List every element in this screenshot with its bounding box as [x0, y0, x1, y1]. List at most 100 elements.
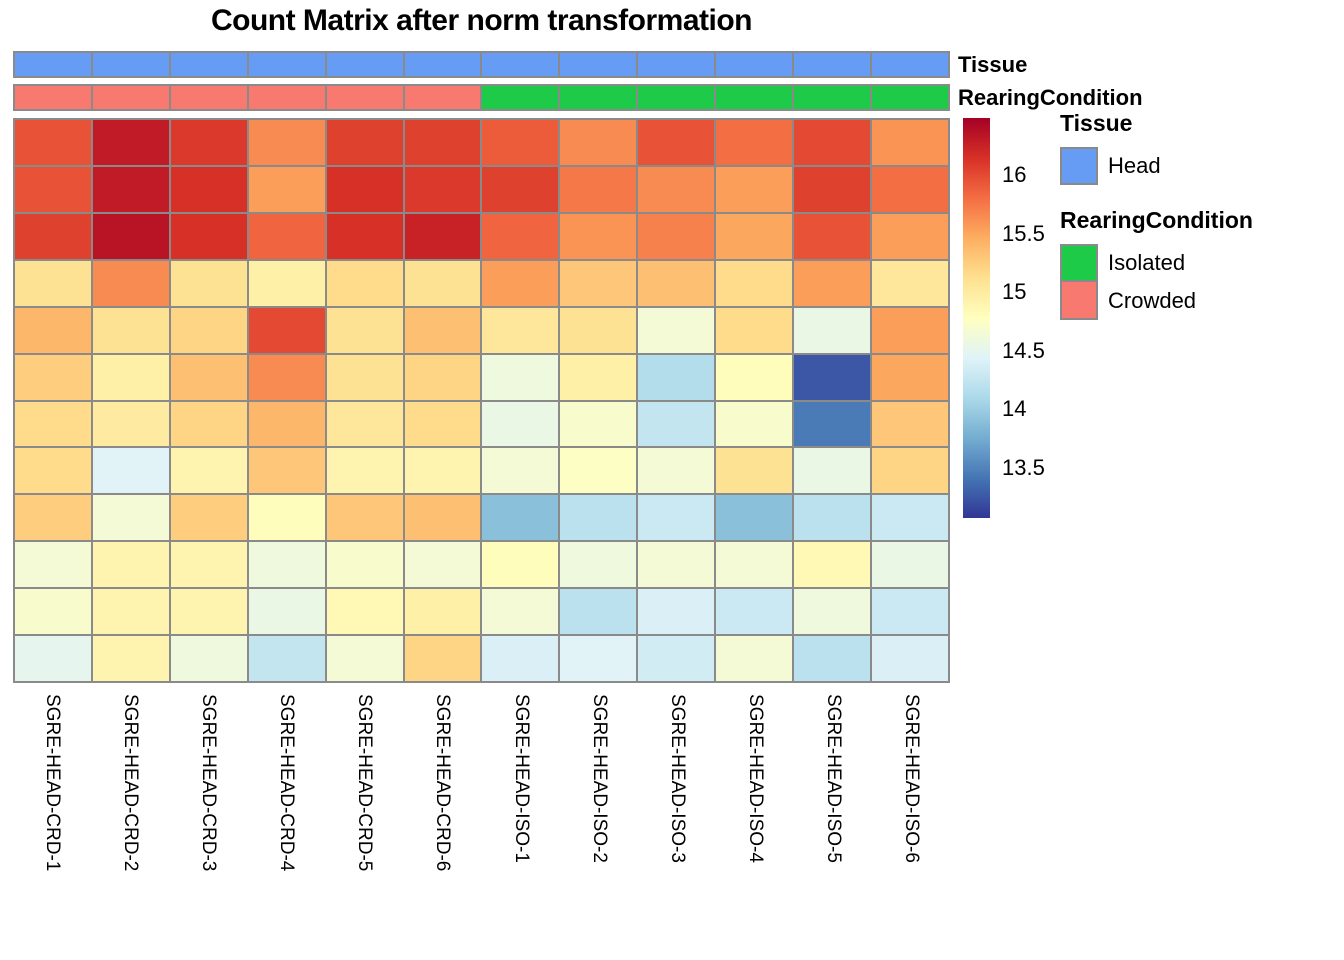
heatmap-cell — [638, 401, 715, 447]
heatmap-cell — [15, 542, 91, 588]
heatmap-cell — [170, 260, 247, 306]
heatmap-cell — [326, 260, 403, 306]
chart-title: Count Matrix after norm transformation — [210, 4, 753, 37]
rearingcondition-annotation-cell — [638, 86, 715, 109]
heatmap-cell — [560, 213, 637, 259]
heatmap-cell — [248, 448, 325, 494]
annotation-bar-label-rearingcondition: RearingCondition — [958, 85, 1143, 110]
tissue-annotation-cell — [560, 53, 637, 76]
heatmap-cell — [170, 636, 247, 681]
heatmap-cell — [560, 636, 637, 681]
heatmap-cell — [326, 401, 403, 447]
heatmap-cell — [248, 401, 325, 447]
colorbar-tick-label: 13.5 — [1002, 454, 1045, 480]
heatmap-cell — [404, 260, 481, 306]
legend-item-isolated: Isolated — [1060, 244, 1340, 282]
heatmap-cell — [794, 636, 871, 681]
legend-group-rearingcondition: RearingCondition Isolated Crowded — [1060, 207, 1340, 320]
heatmap-cell — [638, 448, 715, 494]
heatmap-cell — [404, 166, 481, 212]
heatmap-cell — [170, 166, 247, 212]
heatmap-cell — [92, 213, 169, 259]
heatmap-cell — [170, 542, 247, 588]
colorbar-tick-label: 14 — [1002, 396, 1027, 422]
tissue-annotation-cell — [92, 53, 169, 76]
heatmap-cell — [15, 260, 91, 306]
heatmap-cell — [716, 542, 793, 588]
heatmap-cell — [248, 636, 325, 681]
heatmap-cell — [716, 166, 793, 212]
heatmap-cell — [872, 589, 948, 635]
heatmap-cell — [482, 120, 559, 165]
heatmap-cell — [326, 213, 403, 259]
legend-item-head: Head — [1060, 147, 1340, 185]
heatmap-cell — [15, 354, 91, 400]
heatmap-cell — [716, 589, 793, 635]
heatmap-cell — [326, 589, 403, 635]
heatmap-cell — [716, 120, 793, 165]
heatmap-cell — [482, 636, 559, 681]
heatmap-cell — [716, 495, 793, 541]
heatmap-cell — [326, 120, 403, 165]
heatmap-cell — [872, 213, 948, 259]
heatmap-cell — [404, 636, 481, 681]
heatmap-cell — [560, 589, 637, 635]
heatmap-cell — [326, 636, 403, 681]
heatmap-cell — [404, 307, 481, 353]
heatmap-cell — [716, 636, 793, 681]
legend-item-label: Head — [1108, 153, 1161, 178]
heatmap-cell — [794, 542, 871, 588]
heatmap-cell — [15, 120, 91, 165]
heatmap-cell — [872, 354, 948, 400]
heatmap-grid — [13, 118, 950, 683]
heatmap-cell — [482, 354, 559, 400]
rearingcondition-annotation-cell — [326, 86, 403, 109]
heatmap-cell — [15, 307, 91, 353]
heatmap-cell — [560, 448, 637, 494]
rearingcondition-annotation-cell — [248, 86, 325, 109]
heatmap-cell — [248, 120, 325, 165]
tissue-annotation-cell — [15, 53, 91, 76]
tissue-annotation-cell — [170, 53, 247, 76]
heatmap-cell — [170, 495, 247, 541]
heatmap-cell — [482, 307, 559, 353]
heatmap-cell — [170, 401, 247, 447]
heatmap-cell — [872, 307, 948, 353]
heatmap-cell — [170, 307, 247, 353]
heatmap-cell — [560, 120, 637, 165]
heatmap-cell — [248, 166, 325, 212]
heatmap-cell — [248, 495, 325, 541]
rearingcondition-annotation-cell — [404, 86, 481, 109]
heatmap-cell — [794, 401, 871, 447]
heatmap-cell — [482, 213, 559, 259]
heatmap-cell — [716, 401, 793, 447]
column-label: SGRE-HEAD-CRD-1 — [42, 694, 64, 872]
heatmap-cell — [15, 448, 91, 494]
legend-swatch — [1060, 244, 1098, 282]
heatmap-cell — [716, 213, 793, 259]
legend-swatch — [1060, 282, 1098, 320]
heatmap-cell — [248, 542, 325, 588]
heatmap-cell — [404, 120, 481, 165]
heatmap-cell — [638, 260, 715, 306]
annotation-bar-label-tissue: Tissue — [958, 52, 1028, 77]
colorbar-tick-label: 14.5 — [1002, 337, 1045, 363]
tissue-annotation-cell — [794, 53, 871, 76]
heatmap-cell — [248, 260, 325, 306]
heatmap-cell — [560, 495, 637, 541]
heatmap-cell — [326, 354, 403, 400]
heatmap-cell — [170, 448, 247, 494]
rearingcondition-annotation-cell — [482, 86, 559, 109]
tissue-annotation-cell — [326, 53, 403, 76]
heatmap-cell — [170, 589, 247, 635]
column-label: SGRE-HEAD-ISO-5 — [822, 694, 844, 863]
heatmap-cell — [92, 542, 169, 588]
heatmap-cell — [716, 354, 793, 400]
heatmap-cell — [638, 307, 715, 353]
annotation-bar-tissue — [13, 51, 950, 78]
heatmap-cell — [248, 354, 325, 400]
colorbar-tick-label: 15 — [1002, 279, 1027, 305]
column-label: SGRE-HEAD-ISO-6 — [900, 694, 922, 863]
heatmap-cell — [638, 542, 715, 588]
